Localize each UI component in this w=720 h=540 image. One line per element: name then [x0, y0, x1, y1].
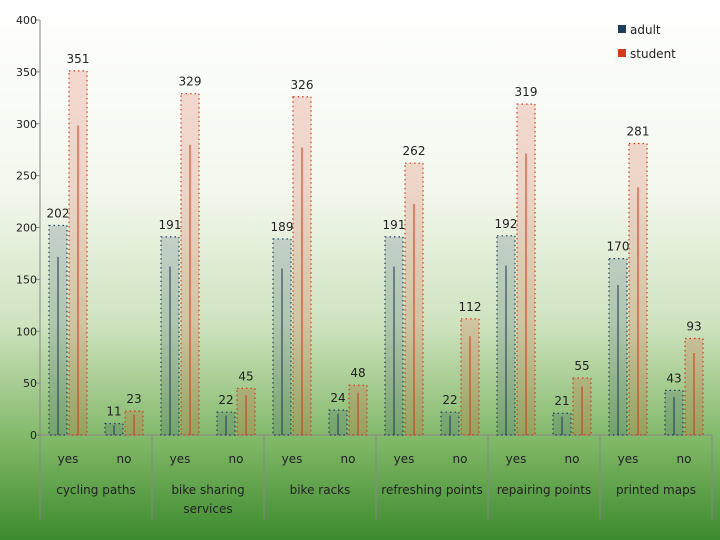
legend: adult student	[618, 23, 676, 61]
data-label-adult: 202	[47, 206, 70, 220]
y-tick-label: 400	[16, 14, 37, 27]
group-label: services	[183, 502, 232, 516]
data-label-adult: 22	[218, 393, 233, 407]
data-label-student: 281	[627, 124, 650, 138]
group-label: refreshing points	[381, 483, 482, 497]
data-label-adult: 189	[271, 220, 294, 234]
x-tick-label: yes	[282, 452, 303, 466]
y-tick-label: 250	[16, 170, 37, 183]
data-label-adult: 24	[330, 391, 345, 405]
x-axis-categories: yes no yes no yes no yes no yes no yes no cycling pa…	[56, 452, 696, 516]
axes	[39, 20, 713, 520]
group-label: bike racks	[290, 483, 351, 497]
legend-label-student: student	[630, 47, 676, 61]
data-label-student: 351	[67, 52, 90, 66]
data-label-student: 55	[574, 359, 589, 373]
x-tick-label: no	[453, 452, 468, 466]
data-label-student: 48	[350, 366, 365, 380]
x-tick-label: yes	[58, 452, 79, 466]
legend-swatch-student	[618, 49, 626, 57]
data-label-student: 262	[403, 144, 426, 158]
y-axis-ticks: 0 50 100 150 200 250 300 350 400	[16, 14, 40, 442]
x-tick-label: no	[229, 452, 244, 466]
legend-label-adult: adult	[630, 23, 661, 37]
y-tick-label: 0	[30, 429, 37, 442]
y-tick-label: 100	[16, 325, 37, 338]
x-tick-label: no	[117, 452, 132, 466]
data-label-student: 329	[179, 75, 202, 89]
data-label-student: 112	[459, 300, 482, 314]
data-labels: 202 351 11 23 191 329 22 45 189 326 24 48 191 262 22 11…	[47, 52, 702, 419]
group-label: bike sharing	[171, 483, 244, 497]
x-tick-label: yes	[394, 452, 415, 466]
data-label-student: 23	[126, 392, 141, 406]
data-label-student: 45	[238, 369, 253, 383]
x-tick-label: yes	[618, 452, 639, 466]
data-label-adult: 22	[442, 393, 457, 407]
data-label-student: 93	[686, 320, 701, 334]
data-label-adult: 192	[495, 217, 518, 231]
data-label-adult: 191	[383, 218, 406, 232]
y-tick-label: 350	[16, 66, 37, 79]
data-label-adult: 191	[159, 218, 182, 232]
data-label-adult: 21	[554, 394, 569, 408]
y-tick-label: 300	[16, 118, 37, 131]
x-tick-label: no	[341, 452, 356, 466]
x-tick-label: no	[677, 452, 692, 466]
y-tick-label: 200	[16, 222, 37, 235]
y-tick-label: 150	[16, 273, 37, 286]
x-tick-label: no	[565, 452, 580, 466]
data-label-adult: 11	[106, 405, 121, 419]
x-tick-label: yes	[170, 452, 191, 466]
data-label-adult: 43	[666, 371, 681, 385]
group-label: cycling paths	[56, 483, 136, 497]
group-label: printed maps	[616, 483, 696, 497]
data-label-student: 319	[515, 85, 538, 99]
data-label-student: 326	[291, 78, 314, 92]
y-tick-label: 50	[23, 377, 37, 390]
legend-swatch-adult	[618, 25, 626, 33]
group-label: repairing points	[497, 483, 592, 497]
bars	[48, 70, 704, 436]
x-tick-label: yes	[506, 452, 527, 466]
data-label-adult: 170	[607, 240, 630, 254]
